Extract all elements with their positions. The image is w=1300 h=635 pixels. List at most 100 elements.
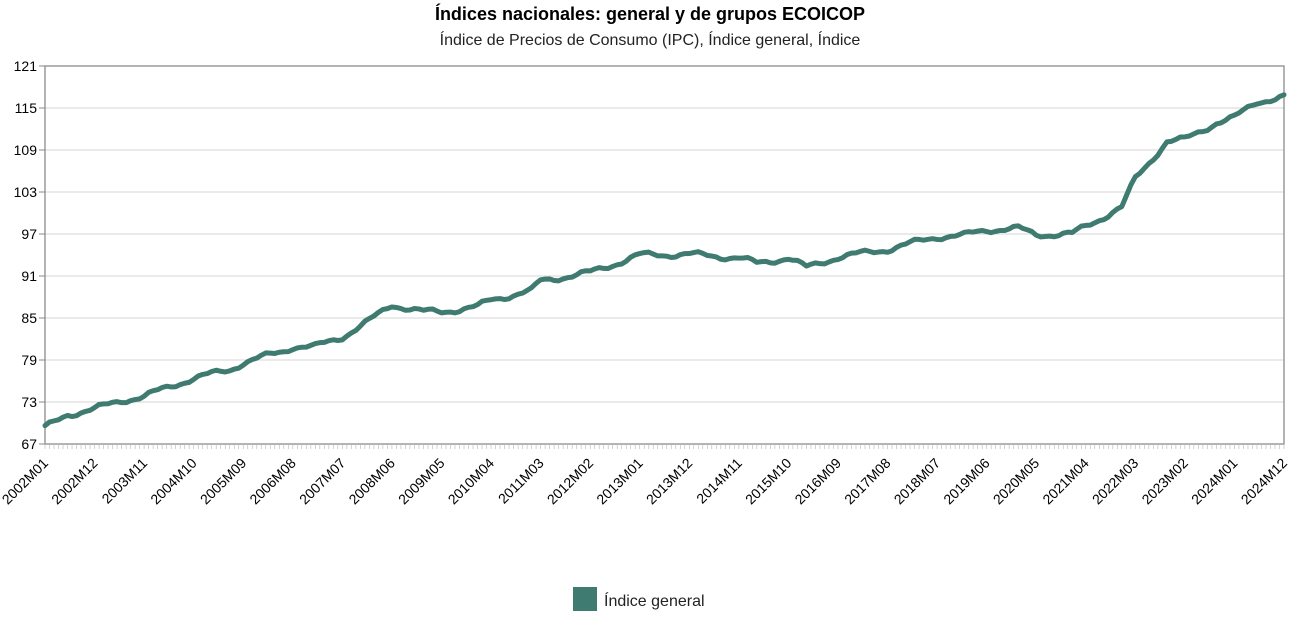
data-point[interactable] <box>520 290 525 296</box>
data-point[interactable] <box>164 384 169 389</box>
data-point[interactable] <box>443 310 449 315</box>
data-point[interactable] <box>470 304 476 309</box>
data-point[interactable] <box>340 337 345 343</box>
data-point[interactable] <box>786 257 791 262</box>
data-point[interactable] <box>272 351 277 356</box>
data-point[interactable] <box>1024 227 1030 232</box>
data-point[interactable] <box>1119 204 1125 209</box>
data-point[interactable] <box>551 278 557 283</box>
data-point[interactable] <box>709 253 715 259</box>
data-point[interactable] <box>1196 129 1201 135</box>
data-point[interactable] <box>975 228 980 234</box>
data-point[interactable] <box>633 252 638 258</box>
data-point[interactable] <box>430 306 435 312</box>
data-point[interactable] <box>1227 114 1233 119</box>
data-point[interactable] <box>714 254 719 260</box>
data-point[interactable] <box>1164 139 1170 145</box>
data-point[interactable] <box>475 302 480 307</box>
data-point[interactable] <box>619 261 624 267</box>
data-point[interactable] <box>1101 217 1106 222</box>
data-point[interactable] <box>614 262 620 268</box>
data-point[interactable] <box>723 257 728 263</box>
data-point[interactable] <box>844 252 850 257</box>
data-point[interactable] <box>1151 157 1156 163</box>
data-point[interactable] <box>123 400 129 405</box>
data-point[interactable] <box>1281 92 1287 97</box>
data-point[interactable] <box>768 260 773 266</box>
data-point[interactable] <box>191 377 196 382</box>
data-point[interactable] <box>250 357 255 362</box>
data-point[interactable] <box>1236 110 1242 116</box>
data-point[interactable] <box>993 229 998 234</box>
data-point[interactable] <box>988 230 994 235</box>
data-point[interactable] <box>1106 214 1111 220</box>
data-point[interactable] <box>69 414 75 419</box>
legend[interactable]: Índice general <box>573 587 705 611</box>
data-point[interactable] <box>286 349 291 354</box>
data-point[interactable] <box>47 419 52 425</box>
data-point[interactable] <box>110 400 115 405</box>
data-point[interactable] <box>173 384 178 389</box>
data-point[interactable] <box>1133 174 1138 179</box>
data-point[interactable] <box>78 410 84 416</box>
data-point[interactable] <box>416 306 422 312</box>
data-point[interactable] <box>596 265 602 270</box>
data-point[interactable] <box>939 237 944 242</box>
data-point[interactable] <box>466 305 471 310</box>
data-point[interactable] <box>304 344 309 350</box>
data-point[interactable] <box>1070 230 1075 235</box>
data-point[interactable] <box>957 232 962 237</box>
data-point[interactable] <box>1259 100 1264 106</box>
data-point[interactable] <box>168 384 174 390</box>
data-point[interactable] <box>1155 153 1161 158</box>
data-point[interactable] <box>1182 134 1188 140</box>
data-point[interactable] <box>87 408 93 413</box>
data-point[interactable] <box>1272 97 1278 103</box>
data-point[interactable] <box>1191 131 1197 137</box>
data-point[interactable] <box>335 338 341 343</box>
data-point[interactable] <box>1061 230 1066 236</box>
data-point[interactable] <box>700 251 705 256</box>
data-point[interactable] <box>1115 206 1120 212</box>
data-point[interactable] <box>205 371 210 376</box>
data-point[interactable] <box>421 308 426 313</box>
data-point[interactable] <box>371 313 377 319</box>
data-point[interactable] <box>1205 128 1210 133</box>
data-point[interactable] <box>524 288 530 293</box>
data-point[interactable] <box>83 409 88 414</box>
data-point[interactable] <box>1038 234 1043 240</box>
data-point[interactable] <box>186 380 192 385</box>
data-point[interactable] <box>96 402 102 407</box>
data-point[interactable] <box>150 388 156 393</box>
data-point[interactable] <box>903 241 908 247</box>
data-point[interactable] <box>1074 227 1079 232</box>
data-point[interactable] <box>1011 224 1016 229</box>
data-point[interactable] <box>876 249 881 255</box>
data-point[interactable] <box>678 252 683 257</box>
data-point[interactable] <box>299 344 305 350</box>
data-point[interactable] <box>1178 134 1183 140</box>
data-point[interactable] <box>867 249 872 254</box>
data-point[interactable] <box>646 249 651 255</box>
data-point[interactable] <box>1083 223 1088 228</box>
data-point[interactable] <box>159 385 165 390</box>
data-point[interactable] <box>831 258 836 263</box>
data-point[interactable] <box>1142 166 1147 171</box>
data-point[interactable] <box>795 258 800 263</box>
data-point[interactable] <box>1268 99 1273 104</box>
data-point[interactable] <box>966 229 971 234</box>
data-point[interactable] <box>42 423 48 428</box>
data-point[interactable] <box>691 250 696 255</box>
data-point[interactable] <box>660 253 665 259</box>
data-point[interactable] <box>799 260 805 265</box>
data-point[interactable] <box>822 261 827 267</box>
data-point[interactable] <box>56 417 61 423</box>
data-point[interactable] <box>308 343 314 348</box>
data-point[interactable] <box>326 338 332 343</box>
data-point[interactable] <box>849 250 854 256</box>
data-point[interactable] <box>1218 120 1224 126</box>
data-point[interactable] <box>943 235 949 240</box>
data-point[interactable] <box>362 318 368 324</box>
data-point[interactable] <box>452 310 458 316</box>
data-point[interactable] <box>925 237 931 242</box>
